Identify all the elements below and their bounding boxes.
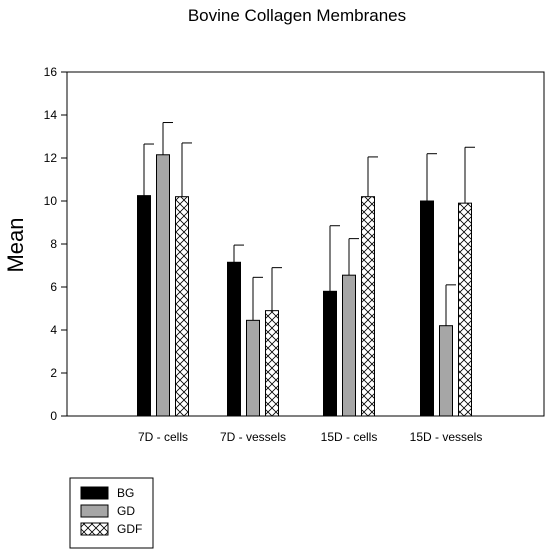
x-category-label: 7D - vessels: [220, 430, 286, 444]
y-tick-label: 6: [50, 280, 57, 294]
x-category-label: 15D - vessels: [410, 430, 483, 444]
bar-gdf-4: [458, 202, 472, 417]
bars: [137, 154, 472, 417]
y-tick-label: 4: [50, 323, 57, 337]
legend-swatch-gd: [80, 504, 109, 518]
bar-gdf-1: [175, 196, 189, 417]
bar-gdf-2: [265, 310, 279, 417]
bar-gd-3: [342, 274, 356, 417]
legend-swatch-bg: [80, 486, 109, 500]
legend: BG GD GDF: [69, 477, 154, 549]
y-axis-label: Mean: [3, 217, 28, 272]
legend-label-bg: BG: [117, 486, 134, 500]
tick-labels: 0 2 4 6 8 10 12 14 16: [44, 65, 58, 423]
y-tick-label: 14: [44, 108, 58, 122]
y-tick-label: 8: [50, 237, 57, 251]
bar-gdf-3: [361, 196, 375, 417]
legend-label-gdf: GDF: [117, 522, 142, 536]
axes: [61, 71, 545, 417]
chart-title: Bovine Collagen Membranes: [188, 6, 406, 25]
y-tick-label: 12: [44, 151, 58, 165]
bar-bg-4: [420, 200, 434, 417]
category-labels: 7D - cells 7D - vessels 15D - cells 15D - v…: [138, 430, 482, 444]
bar-gd-1: [156, 154, 170, 417]
error-bars: [143, 122, 475, 326]
x-category-label: 7D - cells: [138, 430, 188, 444]
bar-bg-2: [227, 261, 241, 417]
legend-items: BG GD GDF: [80, 486, 142, 536]
legend-swatch-gdf: [80, 522, 109, 536]
bar-bg-3: [323, 290, 337, 417]
x-category-label: 15D - cells: [321, 430, 378, 444]
bar-gd-4: [439, 325, 453, 417]
y-tick-label: 10: [44, 194, 58, 208]
y-tick-label: 0: [50, 409, 57, 423]
y-tick-label: 16: [44, 65, 58, 79]
y-tick-label: 2: [50, 366, 57, 380]
bar-bg-1: [137, 195, 151, 417]
bar-gd-2: [246, 319, 260, 417]
legend-label-gd: GD: [117, 504, 135, 518]
